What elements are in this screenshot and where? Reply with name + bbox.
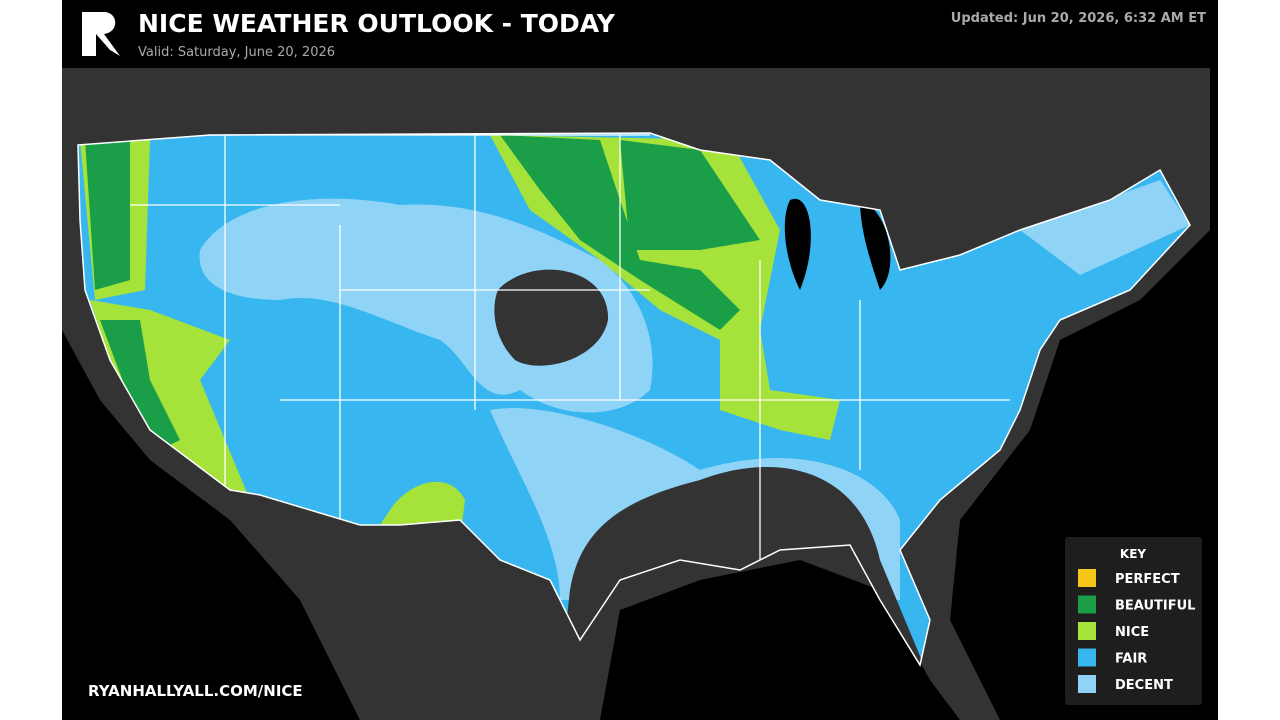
legend-label: FAIR [1115, 652, 1147, 667]
legend-title: KEY [1120, 547, 1146, 561]
state-borders [130, 134, 1010, 600]
title: NICE WEATHER OUTLOOK - TODAY [138, 9, 616, 38]
legend-swatch [1078, 675, 1096, 693]
legend-label: NICE [1115, 625, 1149, 640]
legend-label: DECENT [1115, 678, 1173, 693]
great-lakes [784, 198, 891, 290]
updated-time: Updated: Jun 20, 2026, 6:32 AM ET [951, 11, 1206, 26]
website: RYANHALLYALL.COM/NICE [88, 682, 303, 700]
valid-date: Valid: Saturday, June 20, 2026 [138, 45, 335, 60]
legend-swatch [1078, 595, 1096, 614]
decent-area [1020, 180, 1190, 275]
logo [82, 12, 120, 56]
legend-swatch [1078, 622, 1096, 640]
legend-label: BEAUTIFUL [1115, 599, 1195, 614]
us-outline [77, 132, 1191, 667]
gulf-ocean [600, 560, 960, 720]
legend-label: PERFECT [1115, 572, 1180, 587]
pacific-ocean [62, 330, 360, 720]
no-rating-area [494, 269, 609, 366]
beautiful-area [85, 140, 180, 450]
legend: KEY PERFECT BEAUTIFUL NICE FAIR DECENT [1065, 537, 1202, 705]
legend-swatch [1078, 648, 1096, 667]
beautiful-area [500, 135, 760, 330]
legend-swatch [1078, 569, 1096, 587]
legend-box [1065, 537, 1202, 705]
